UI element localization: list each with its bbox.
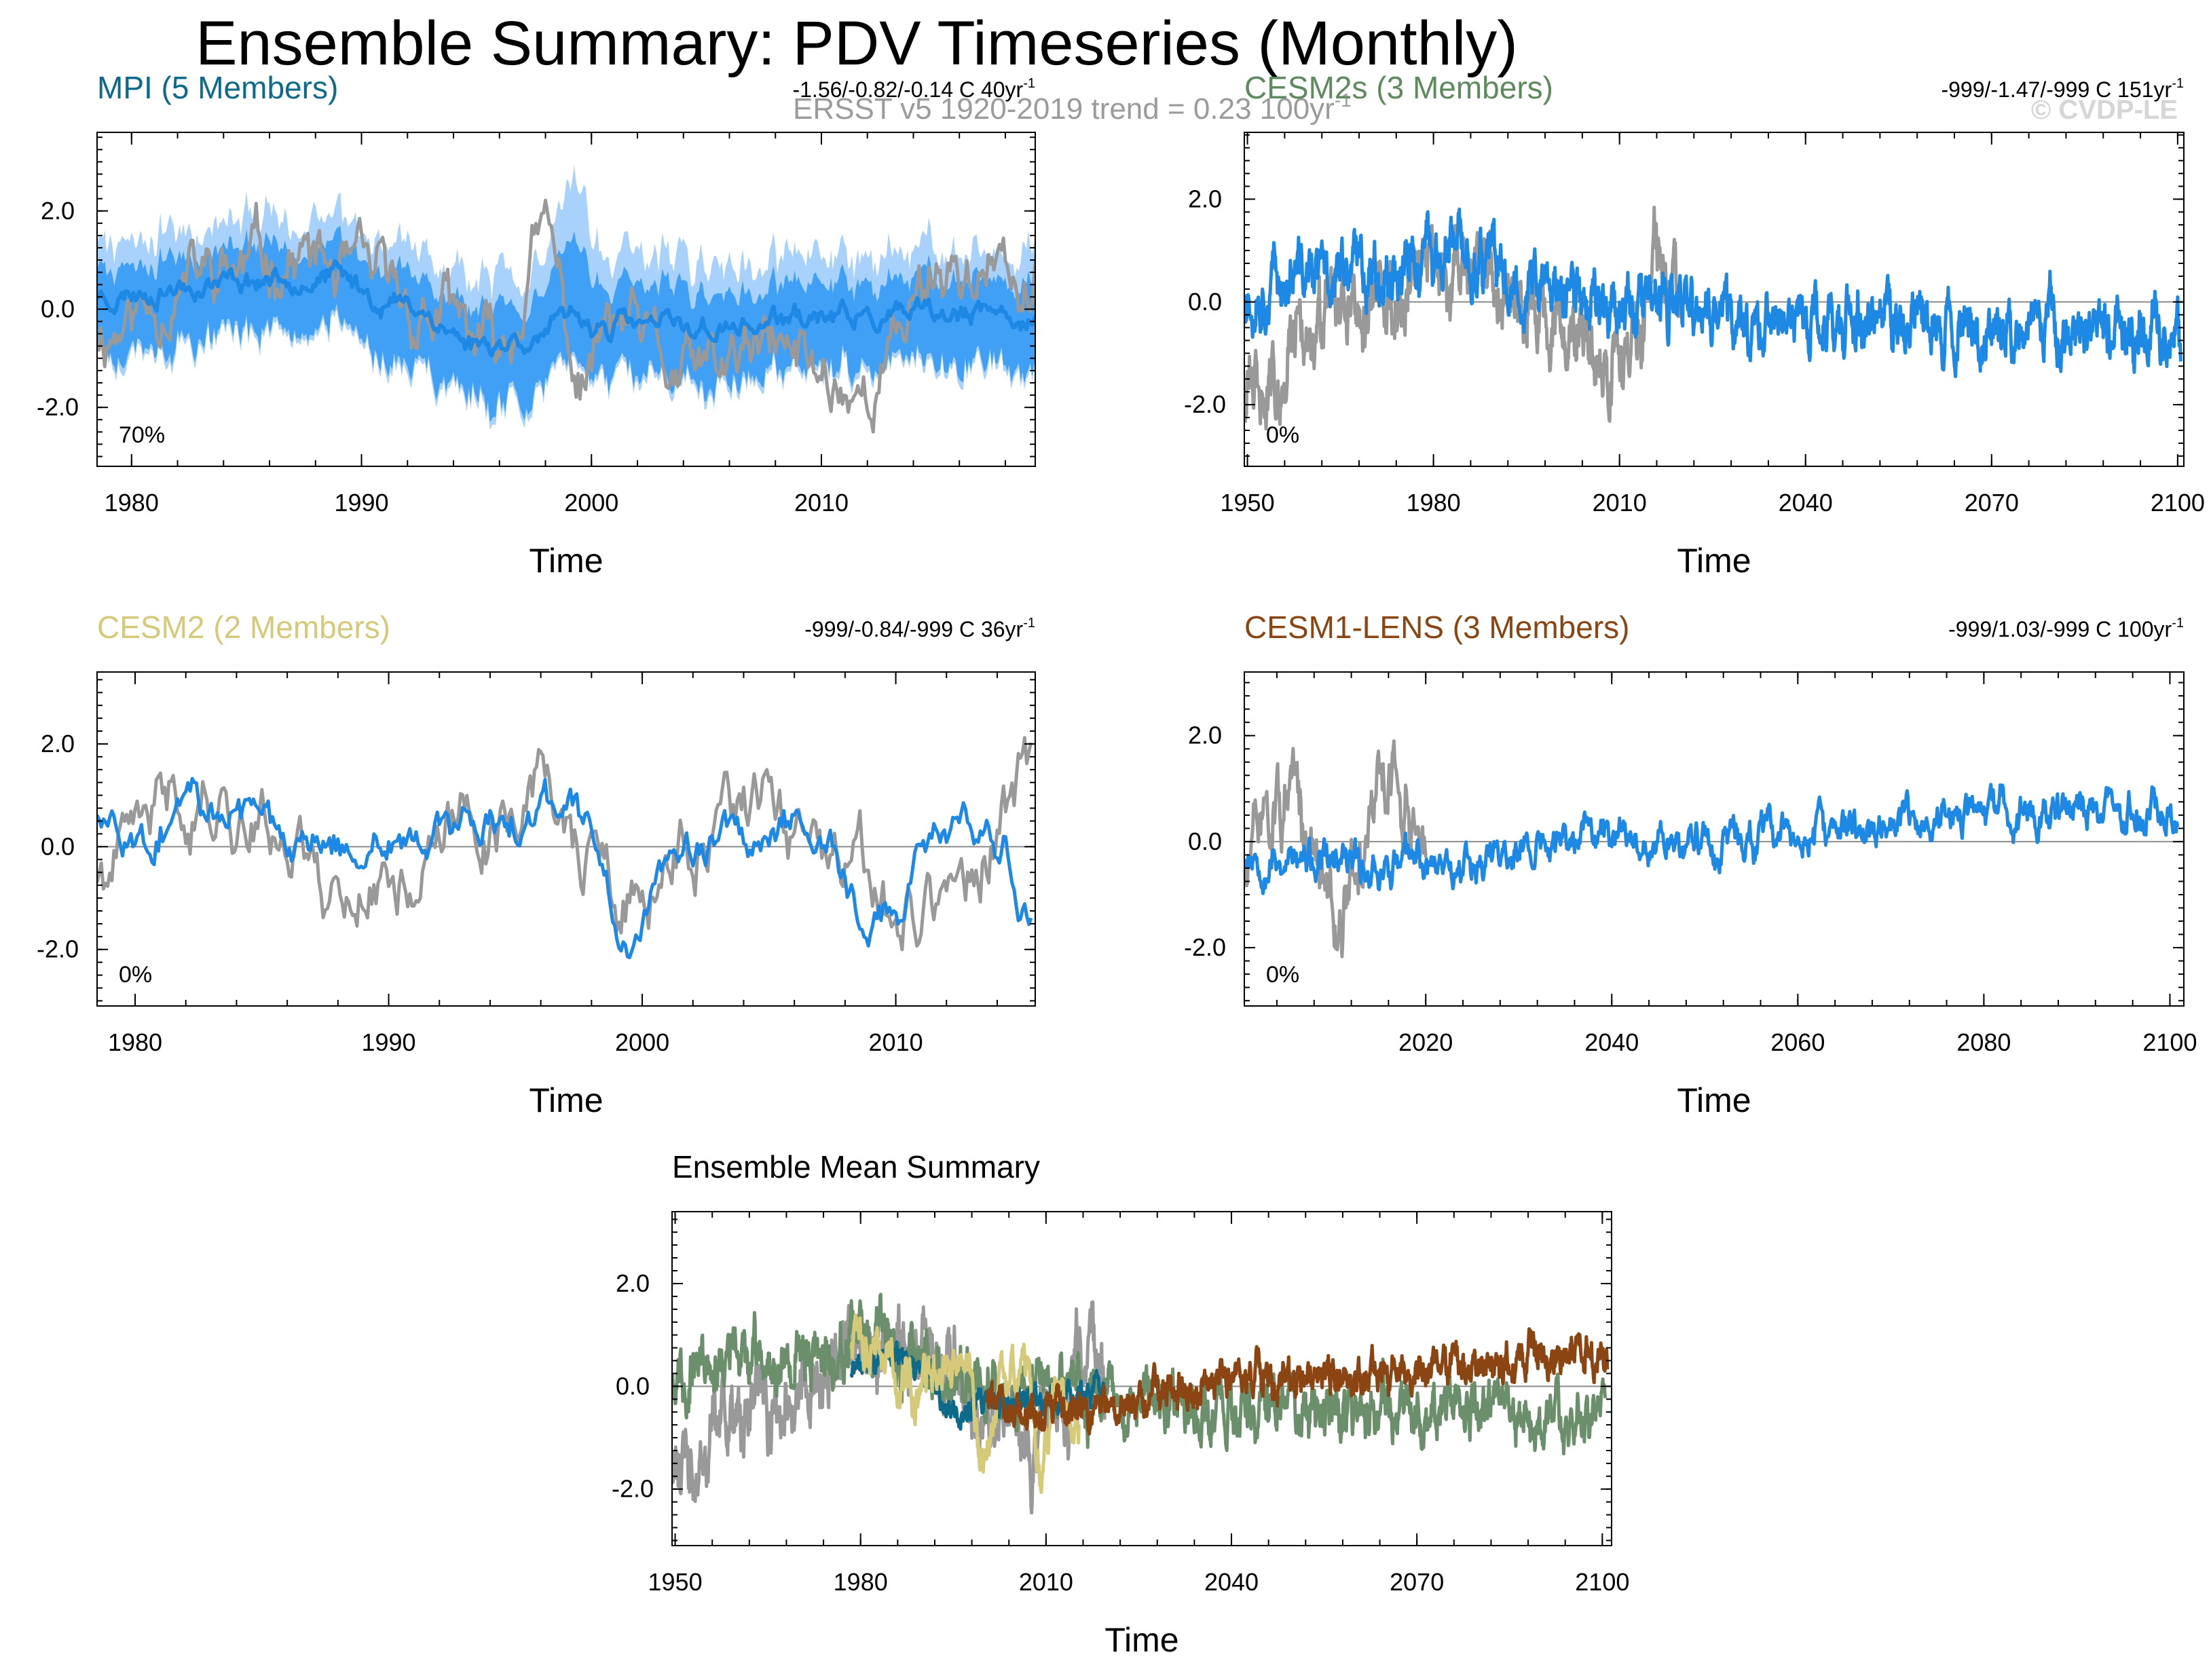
panel-title: CESM1-LENS (3 Members) bbox=[1244, 610, 1629, 645]
plot-area bbox=[672, 1292, 1612, 1515]
stat-text: -999/1.03/-999 C 100yr bbox=[1948, 617, 2172, 641]
stat-text: -999/-0.84/-999 C 36yr bbox=[804, 617, 1023, 641]
figure-subtitle: ERSST v5 1920-2019 trend = 0.23 100yr-1 bbox=[793, 90, 1352, 126]
series-line-ensemble-mean bbox=[97, 777, 1033, 960]
y-tick-label: 0.0 bbox=[41, 832, 75, 860]
x-tick-label: 2000 bbox=[564, 489, 618, 517]
x-tick-label: 2100 bbox=[2142, 1028, 2197, 1056]
y-tick-label: -2.0 bbox=[1184, 933, 1226, 961]
trend-stat-label: -1.56/-0.82/-0.14 C 40yr-1 bbox=[792, 76, 1035, 102]
trend-stat-label: -999/-1.47/-999 C 151yr-1 bbox=[1941, 76, 2184, 102]
x-tick-label: 1950 bbox=[648, 1568, 703, 1596]
percent-label: 0% bbox=[119, 962, 152, 988]
x-tick-label: 1980 bbox=[108, 1028, 162, 1056]
plot-frame bbox=[96, 132, 1036, 467]
x-tick-label: 2100 bbox=[2151, 489, 2205, 517]
plot-frame bbox=[1244, 671, 2185, 1007]
x-tick-label: 2000 bbox=[615, 1028, 669, 1056]
panels-container: MPI (5 Members) -1.56/-0.82/-0.14 C 40yr-… bbox=[37, 70, 2205, 1659]
percent-label: 0% bbox=[1266, 422, 1299, 448]
series-line-observations bbox=[1244, 739, 1428, 958]
chart-panel-cesm2s: CESM2s (3 Members) -999/-1.47/-999 C 151y… bbox=[1184, 70, 2205, 580]
x-axis-label: Time bbox=[529, 542, 603, 580]
series-line-ensemble-mean bbox=[1244, 207, 2182, 378]
trend-stat-label: -999/-0.84/-999 C 36yr-1 bbox=[804, 616, 1035, 641]
y-tick-label: 0.0 bbox=[1188, 827, 1222, 855]
x-tick-label: 2020 bbox=[1398, 1028, 1453, 1056]
series-line-ensemble-mean bbox=[97, 259, 1035, 358]
y-tick-label: 0.0 bbox=[616, 1372, 650, 1400]
x-tick-label: 2040 bbox=[1584, 1028, 1639, 1056]
x-tick-label: 2010 bbox=[869, 1028, 923, 1056]
stat-sup: -1 bbox=[1023, 76, 1035, 91]
stat-sup: -1 bbox=[2172, 76, 2184, 91]
percent-label: 70% bbox=[119, 422, 165, 448]
series-line-cesm1-lens bbox=[985, 1327, 1610, 1436]
plot-frame bbox=[671, 1211, 1612, 1546]
panel-title: Ensemble Mean Summary bbox=[672, 1149, 1040, 1184]
x-axis-label: Time bbox=[1104, 1621, 1178, 1659]
y-tick-label: -2.0 bbox=[37, 393, 79, 421]
panel-title: CESM2s (3 Members) bbox=[1244, 70, 1553, 105]
stat-sup: -1 bbox=[1023, 616, 1035, 631]
plot-area bbox=[97, 736, 1035, 960]
watermark: © CVDP-LE bbox=[2031, 95, 2178, 125]
figure-title: Ensemble Summary: PDV Timeseries (Monthl… bbox=[196, 9, 1518, 78]
x-tick-label: 1990 bbox=[334, 489, 388, 517]
y-tick-label: -2.0 bbox=[612, 1475, 654, 1503]
x-tick-label: 2010 bbox=[1019, 1568, 1073, 1596]
trend-stat-label: -999/1.03/-999 C 100yr-1 bbox=[1948, 616, 2184, 641]
x-tick-label: 1990 bbox=[361, 1028, 415, 1056]
y-tick-label: 2.0 bbox=[41, 197, 75, 225]
x-tick-label: 2040 bbox=[1204, 1568, 1259, 1596]
x-tick-label: 1980 bbox=[105, 489, 159, 517]
x-tick-label: 2040 bbox=[1779, 489, 1833, 517]
x-tick-label: 2070 bbox=[1390, 1568, 1444, 1596]
stat-sup: -1 bbox=[2172, 616, 2184, 631]
series-line-cesm2 bbox=[849, 1313, 1081, 1495]
percent-label: 0% bbox=[1266, 962, 1299, 988]
chart-panel-cesm1lens: CESM1-LENS (3 Members) -999/1.03/-999 C 1… bbox=[1184, 610, 2197, 1119]
x-tick-label: 2080 bbox=[1956, 1028, 2011, 1056]
x-tick-label: 2060 bbox=[1770, 1028, 1825, 1056]
plot-frame bbox=[96, 671, 1036, 1007]
y-tick-label: 2.0 bbox=[1188, 185, 1222, 212]
chart-panel-ensmean: Ensemble Mean Summary -2.0 0.0 2.0 1950 1980 2… bbox=[612, 1149, 1629, 1659]
x-tick-label: 1980 bbox=[834, 1568, 888, 1596]
series-line-observations bbox=[97, 736, 1033, 952]
stat-text: -999/-1.47/-999 C 151yr bbox=[1941, 77, 2172, 102]
x-tick-label: 2070 bbox=[1965, 489, 2019, 517]
series-line-observations bbox=[97, 198, 1035, 434]
series-line-observations bbox=[1244, 205, 1680, 431]
plot-area bbox=[97, 164, 1035, 434]
chart-panel-mpi: MPI (5 Members) -1.56/-0.82/-0.14 C 40yr-… bbox=[37, 70, 1036, 580]
x-axis-label: Time bbox=[1677, 542, 1751, 580]
y-tick-label: 2.0 bbox=[616, 1269, 650, 1297]
y-tick-label: 0.0 bbox=[1188, 288, 1222, 316]
y-tick-label: -2.0 bbox=[37, 935, 79, 963]
x-axis-label: Time bbox=[529, 1081, 603, 1119]
series-line-ensemble-mean bbox=[1244, 783, 2180, 895]
panel-title: MPI (5 Members) bbox=[97, 70, 338, 105]
x-axis-label: Time bbox=[1677, 1081, 1751, 1119]
x-tick-label: 1980 bbox=[1407, 489, 1461, 517]
x-tick-label: 1950 bbox=[1221, 489, 1275, 517]
y-tick-label: 0.0 bbox=[41, 295, 75, 322]
x-tick-label: 2100 bbox=[1575, 1568, 1629, 1596]
x-tick-label: 2010 bbox=[1593, 489, 1647, 517]
y-tick-label: -2.0 bbox=[1184, 390, 1226, 418]
plot-area bbox=[1244, 205, 2184, 431]
chart-panel-cesm2: CESM2 (2 Members) -999/-0.84/-999 C 36yr-… bbox=[37, 610, 1036, 1119]
y-tick-label: 2.0 bbox=[1188, 722, 1222, 749]
plot-frame bbox=[1244, 132, 2185, 467]
y-tick-label: 2.0 bbox=[41, 730, 75, 758]
x-tick-label: 2010 bbox=[794, 489, 849, 517]
plot-area bbox=[1244, 739, 2184, 958]
stat-text: -1.56/-0.82/-0.14 C 40yr bbox=[792, 77, 1023, 102]
panel-title: CESM2 (2 Members) bbox=[97, 610, 390, 645]
